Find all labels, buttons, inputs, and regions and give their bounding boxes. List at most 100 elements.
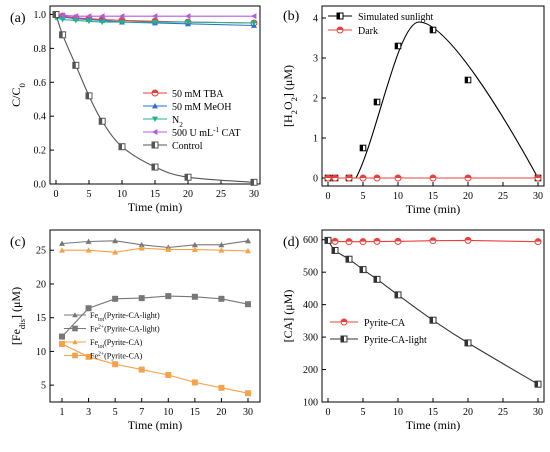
legend-label: Fetot(Pyrite-CA-light) xyxy=(90,311,160,323)
point-fill xyxy=(341,319,347,322)
point-fill xyxy=(360,266,363,273)
data-point xyxy=(99,19,106,26)
data-point xyxy=(345,255,353,263)
data-point xyxy=(191,293,198,300)
point-fill xyxy=(185,174,188,181)
legend-marker xyxy=(336,12,344,20)
point-fill xyxy=(374,238,380,242)
point-fill xyxy=(465,77,468,83)
series-line xyxy=(355,21,539,179)
text-part: 2 xyxy=(179,121,183,129)
data-point xyxy=(359,266,367,274)
x-tick-label: 30 xyxy=(533,191,543,202)
text-part: Fe xyxy=(90,311,98,320)
point-fill xyxy=(99,118,103,125)
y-tick-label: 20 xyxy=(36,279,46,290)
x-axis-title: Time (min) xyxy=(406,418,461,432)
x-tick-label: 10 xyxy=(163,407,173,418)
data-point xyxy=(85,305,92,312)
data-point xyxy=(138,366,145,373)
data-point xyxy=(59,333,65,340)
y-tick-label: 100 xyxy=(303,398,318,409)
data-point xyxy=(331,246,339,254)
x-tick-label: 3 xyxy=(86,407,91,418)
point-fill xyxy=(374,175,380,178)
data-point xyxy=(429,237,437,245)
x-tick-label: 30 xyxy=(249,189,259,200)
data-point xyxy=(250,178,258,186)
y-tick-label: 5 xyxy=(41,381,46,392)
point-fill xyxy=(325,237,328,244)
point-fill xyxy=(332,247,335,254)
data-point xyxy=(373,98,381,106)
text-part: (Pyrite-CA-light) xyxy=(104,325,160,334)
x-tick-label: 7 xyxy=(139,407,144,418)
data-point xyxy=(138,241,145,248)
y-axis-title: C/C0 xyxy=(9,83,27,107)
text-part: 2 xyxy=(289,97,299,101)
point-fill xyxy=(395,238,401,242)
point-fill xyxy=(337,27,343,30)
data-point xyxy=(373,174,381,182)
x-tick-label: 1 xyxy=(60,407,65,418)
data-point xyxy=(85,247,92,253)
series-fetot-pyrite-ca-light- xyxy=(59,237,251,250)
panel-label: (c) xyxy=(10,235,26,250)
legend-marker xyxy=(152,116,158,122)
point-fill xyxy=(395,43,398,49)
point-fill xyxy=(535,175,541,178)
panel-label: (a) xyxy=(10,11,26,26)
data-point xyxy=(152,19,158,26)
y-tick-label: 400 xyxy=(303,300,318,311)
point-fill xyxy=(360,238,366,242)
data-point xyxy=(59,247,65,253)
point-fill xyxy=(374,99,377,105)
data-point xyxy=(394,174,402,182)
x-tick-label: 5 xyxy=(113,407,118,418)
x-tick-label: 10 xyxy=(117,189,127,200)
text-part: [H xyxy=(281,114,295,127)
data-point xyxy=(86,13,92,20)
y-tick-label: 25 xyxy=(36,246,46,257)
series-fetot-pyrite-ca- xyxy=(59,245,251,255)
x-tick-label: 25 xyxy=(498,191,508,202)
x-tick-label: 20 xyxy=(183,189,193,200)
text-part: N xyxy=(172,115,179,126)
x-axis-title: Time (min) xyxy=(406,202,461,216)
series-control xyxy=(52,10,258,186)
panel-label: (d) xyxy=(283,235,300,250)
y-tick-label: 2 xyxy=(313,94,318,105)
point-fill xyxy=(430,175,436,178)
y-tick-label: 15 xyxy=(36,313,46,324)
y-axis-title: [Fedis] (μM) xyxy=(9,287,27,345)
data-point xyxy=(245,237,251,244)
data-point xyxy=(464,76,472,84)
x-tick-label: 10 xyxy=(393,191,403,202)
data-point xyxy=(191,241,198,248)
legend: Simulated sunlight Dark xyxy=(328,12,434,37)
data-point xyxy=(245,390,251,397)
point-fill xyxy=(535,238,541,242)
legend-marker xyxy=(151,89,159,97)
y-tick-label: 0.2 xyxy=(34,146,47,157)
y-tick-label: 0.4 xyxy=(34,112,47,123)
y-tick-label: 600 xyxy=(303,235,318,246)
series-line xyxy=(327,240,539,385)
data-point xyxy=(165,293,172,300)
data-point xyxy=(429,26,437,34)
x-tick-label: 5 xyxy=(361,191,366,202)
point-fill xyxy=(374,276,377,283)
legend-label: Control xyxy=(172,141,203,152)
data-point xyxy=(251,13,257,20)
x-tick-label: 0 xyxy=(54,189,59,200)
point-fill xyxy=(325,175,331,178)
data-point xyxy=(138,295,145,302)
x-tick-label: 20 xyxy=(463,407,473,418)
legend-marker xyxy=(72,352,78,359)
point-fill xyxy=(346,256,349,263)
point-fill xyxy=(360,145,363,151)
y-tick-label: 0.8 xyxy=(34,44,47,55)
point-fill xyxy=(119,143,122,150)
text-part: tot xyxy=(98,344,104,350)
